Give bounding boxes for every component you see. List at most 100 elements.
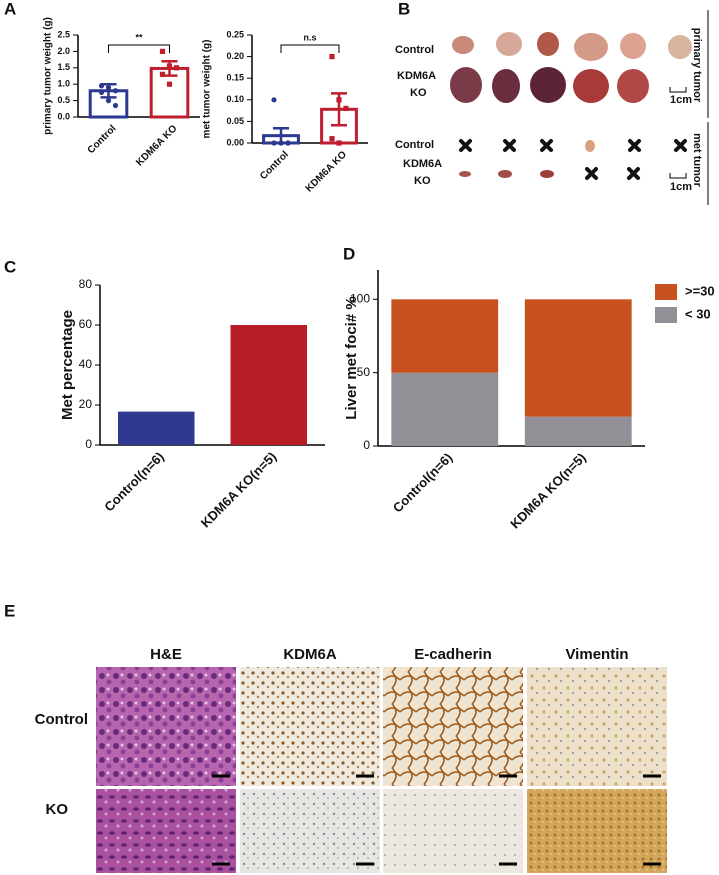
row-label: Control bbox=[395, 139, 434, 151]
y-axis-label: Liver met foci# % bbox=[343, 296, 360, 419]
data-point bbox=[105, 98, 112, 104]
micrograph bbox=[240, 789, 380, 873]
data-point bbox=[105, 84, 112, 91]
micrograph bbox=[527, 667, 667, 786]
y-tick-label: 50 bbox=[357, 365, 371, 379]
data-point bbox=[98, 83, 105, 89]
column-label: H&E bbox=[150, 646, 182, 663]
data-point bbox=[159, 48, 166, 54]
row-label: KO bbox=[46, 801, 69, 818]
tumor bbox=[459, 171, 471, 177]
data-point bbox=[173, 65, 180, 71]
y-axis-label: Met percentage bbox=[59, 310, 76, 420]
tumor bbox=[617, 69, 649, 103]
tumor bbox=[452, 36, 474, 54]
legend-label: < 30 bbox=[685, 306, 711, 321]
scale-bar bbox=[669, 87, 687, 93]
micrograph bbox=[96, 667, 236, 786]
x-tick-label: Control bbox=[258, 149, 291, 182]
tumor bbox=[530, 67, 566, 103]
bar-segment bbox=[524, 416, 632, 446]
data-point bbox=[329, 136, 335, 142]
data-point bbox=[112, 88, 119, 94]
side-label: primary tumor bbox=[691, 28, 703, 103]
y-tick-label: 0 bbox=[85, 437, 92, 451]
y-tick-label: 0.10 bbox=[226, 94, 244, 104]
x-tick-label: KDM6A KO bbox=[134, 123, 179, 168]
row-label: KO bbox=[410, 87, 427, 99]
scale-bar bbox=[669, 173, 687, 179]
row-label: KDM6A bbox=[403, 158, 442, 170]
histology: H&E KDM6A E-cadherin Vimentin Control KO bbox=[35, 646, 667, 873]
tumor bbox=[585, 140, 595, 152]
bar-segment bbox=[391, 372, 499, 446]
y-tick-label: 2.5 bbox=[57, 29, 70, 39]
bar-segment bbox=[391, 299, 499, 373]
x-tick-label: Control(n=6) bbox=[101, 449, 167, 515]
data-point bbox=[166, 63, 173, 69]
tumor bbox=[668, 35, 692, 59]
tumor-photos: Control KDM6A KO 1cm primary tumor Contr… bbox=[395, 10, 709, 205]
tumor bbox=[450, 67, 482, 103]
significance-bracket bbox=[280, 44, 340, 53]
bar bbox=[230, 325, 307, 445]
x-tick-label: KDM6A KO bbox=[304, 149, 349, 194]
data-point bbox=[98, 89, 105, 95]
column-label: KDM6A bbox=[283, 646, 337, 663]
y-tick-label: 0.0 bbox=[57, 111, 70, 121]
tumor bbox=[496, 32, 522, 56]
scale-label: 1cm bbox=[670, 181, 692, 193]
panel-label: E bbox=[4, 601, 15, 620]
x-tick-label: KDM6A KO(n=5) bbox=[507, 450, 589, 532]
data-point bbox=[285, 140, 291, 146]
y-tick-label: 0.00 bbox=[226, 137, 244, 147]
micrograph bbox=[383, 789, 523, 873]
y-tick-label: 0.15 bbox=[226, 73, 244, 83]
legend-swatch bbox=[655, 307, 677, 323]
tumor bbox=[573, 69, 609, 103]
micrograph bbox=[383, 667, 523, 786]
y-tick-label: 0.5 bbox=[57, 95, 70, 105]
row-label: Control bbox=[35, 711, 88, 728]
y-tick-label: 80 bbox=[79, 277, 93, 291]
absent-marks bbox=[459, 139, 687, 180]
panel-label: A bbox=[4, 0, 16, 18]
tumor bbox=[540, 170, 554, 178]
bar bbox=[118, 411, 195, 445]
scale-bars bbox=[212, 774, 661, 866]
y-tick-label: 20 bbox=[79, 397, 93, 411]
x-tick-label: KDM6A KO(n=5) bbox=[198, 449, 280, 531]
panel-label: C bbox=[4, 257, 16, 276]
micrograph bbox=[527, 789, 667, 873]
data-point bbox=[112, 102, 119, 109]
side-label: met tumor bbox=[691, 133, 703, 188]
row-label: KDM6A bbox=[397, 70, 436, 82]
data-point bbox=[336, 97, 342, 103]
panel-label: B bbox=[398, 0, 410, 18]
tumor bbox=[492, 69, 520, 103]
y-tick-label: 40 bbox=[79, 357, 93, 371]
y-tick-label: 0.20 bbox=[226, 51, 244, 61]
y-tick-label: 60 bbox=[79, 317, 93, 331]
data-point bbox=[336, 140, 342, 146]
legend-swatch bbox=[655, 284, 677, 300]
y-tick-label: 0 bbox=[363, 438, 370, 452]
scale-label: 1cm bbox=[670, 94, 692, 106]
y-tick-label: 1.0 bbox=[57, 79, 70, 89]
y-tick-label: 100 bbox=[350, 292, 370, 306]
y-axis-label: met tumor weight (g) bbox=[202, 40, 213, 139]
significance-bracket bbox=[108, 44, 170, 53]
data-point bbox=[343, 105, 349, 112]
y-tick-label: 0.25 bbox=[226, 29, 244, 39]
data-point bbox=[271, 97, 277, 103]
y-tick-label: 1.5 bbox=[57, 62, 70, 72]
bar-segment bbox=[524, 299, 632, 417]
tumor bbox=[498, 170, 512, 178]
y-tick-label: 0.05 bbox=[226, 116, 244, 126]
significance-label: ** bbox=[135, 32, 143, 42]
column-label: Vimentin bbox=[565, 646, 628, 663]
significance-label: n.s bbox=[303, 32, 316, 42]
tumor bbox=[537, 32, 559, 56]
data-point bbox=[329, 54, 335, 60]
x-tick-label: Control bbox=[86, 123, 119, 156]
